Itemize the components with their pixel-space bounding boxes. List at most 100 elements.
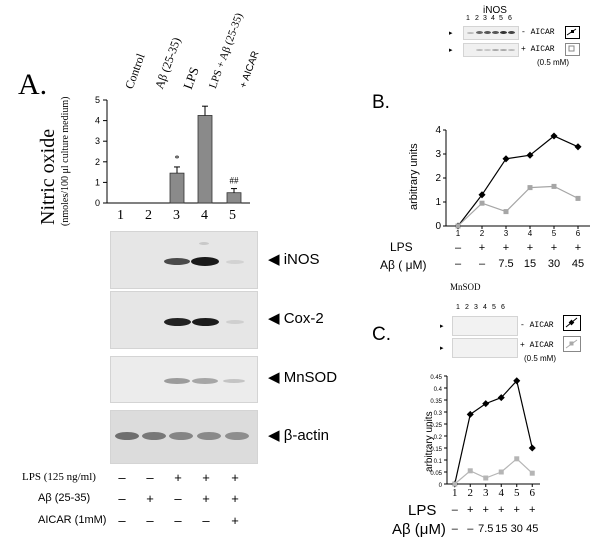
bar — [169, 172, 185, 204]
blot-label-text: MnSOD — [283, 369, 338, 386]
chart-b-point — [575, 195, 581, 201]
chart-c-lps-label: LPS — [408, 502, 437, 519]
chart-a-ylabel-sub: (nmoles/100 μl culture medium) — [60, 96, 71, 226]
band — [223, 379, 245, 383]
bar — [197, 115, 213, 204]
chart-c-point — [528, 444, 536, 452]
chart-b-abeta-value: – — [478, 258, 486, 270]
treatment-sign: + — [231, 491, 239, 506]
chart-c-y-tick-label: 0.2 — [434, 435, 443, 441]
band — [142, 432, 166, 440]
chart-b-lps-sign: – — [454, 242, 462, 254]
blot-c-minus-aicar — [452, 316, 518, 336]
band — [500, 49, 507, 51]
blot-c-plus-aicar — [452, 338, 518, 358]
blot-c-row1-label: - AICAR — [520, 321, 554, 330]
chart-c-lane-number: 6 — [529, 487, 536, 499]
treatment-sign: – — [118, 491, 126, 506]
col-header-lps: LPS — [180, 64, 202, 92]
band — [164, 258, 190, 265]
chart-b-lane-number: 3 — [503, 229, 509, 238]
blot-mnsod — [110, 356, 258, 403]
col-header-control: Control — [122, 51, 148, 91]
chart-b-y-tick-label: 1 — [435, 197, 441, 208]
treatment-sign: + — [202, 491, 210, 506]
treatment-label-aicar: AICAR (1mM) — [38, 514, 107, 526]
chart-c-point — [497, 394, 505, 402]
y-tick-label: 1 — [95, 177, 100, 187]
lane-number: 5 — [229, 208, 236, 223]
band — [164, 318, 191, 326]
blot-label-inos: ◀ iNOS — [268, 251, 320, 268]
chart-c-abeta-value: 15 — [495, 523, 508, 535]
chart-c-series-line — [454, 379, 533, 485]
chart-c-series-line — [454, 457, 533, 485]
chart-c-y-tick-label: 0.35 — [430, 399, 442, 405]
chart-c-abeta-label: Aβ (μM) — [392, 521, 446, 538]
panel-c-title: MnSOD — [450, 282, 481, 292]
blot-b-row1-label: - AICAR — [521, 28, 555, 37]
chart-b-lane-number: 1 — [455, 229, 461, 238]
chart-b-series-line — [457, 135, 579, 227]
chart-b-lane-number: 4 — [527, 229, 533, 238]
blot-label-text: Cox-2 — [283, 310, 324, 327]
treatment-sign: – — [174, 513, 182, 528]
chart-b-abeta-value: – — [454, 258, 462, 270]
blot-lane-number: 2 — [475, 15, 479, 22]
chart-b-point — [478, 191, 486, 199]
band — [225, 432, 249, 440]
chart-c-lps-sign: – — [451, 504, 458, 516]
chart-c-point — [482, 400, 490, 408]
blot-lane-number: 6 — [501, 304, 505, 311]
column-headers: Control Aβ (25-35) LPS LPS + Aβ (25-35) … — [0, 0, 300, 95]
col-header-abeta: Aβ (25-35) — [152, 35, 184, 91]
panel-c-label: C. — [372, 324, 391, 345]
chart-b-lps-sign: + — [478, 242, 486, 254]
chart-c-lps-sign: + — [513, 504, 520, 516]
blot-lane-number: 5 — [492, 304, 496, 311]
chart-c-y-tick-label: 0.45 — [430, 375, 442, 381]
chart-c-abeta-value: 30 — [510, 523, 523, 535]
treatment-label-lps: LPS (125 ng/ml) — [22, 471, 96, 483]
blot-lane-number: 1 — [466, 15, 470, 22]
blot-b-row2-label: + AICAR — [521, 45, 555, 54]
chart-c-lane-number: 2 — [467, 487, 474, 499]
chart-b-point — [502, 155, 510, 163]
band — [476, 49, 483, 51]
chart-a-ylabel-main: Nitric oxide — [37, 128, 59, 225]
arrow-marker: ▸ — [449, 30, 453, 37]
y-tick-label: 5 — [95, 95, 100, 105]
legend-icon-minus-aicar — [563, 315, 581, 331]
band — [484, 31, 491, 34]
chart-c-lps-sign: + — [529, 504, 536, 516]
treatment-sign: + — [146, 491, 154, 506]
blot-b-minus-aicar — [463, 26, 519, 40]
panel-a-label: A. — [18, 68, 48, 101]
blot-lane-number: 5 — [499, 15, 503, 22]
lane-number: 2 — [145, 208, 152, 223]
chart-b-lps-sign: + — [550, 242, 558, 254]
band — [500, 31, 507, 34]
chart-c-lps-sign: + — [467, 504, 474, 516]
band — [492, 49, 499, 51]
chart-b-point — [479, 200, 485, 206]
chart-b-point — [527, 185, 533, 191]
chart-c-point — [513, 377, 521, 385]
blot-cox2 — [110, 291, 258, 349]
band — [508, 49, 515, 51]
treatment-sign: + — [202, 470, 210, 485]
significance-mark: ## — [230, 176, 240, 186]
chart-c-lps-sign: + — [498, 504, 505, 516]
chart-b-point — [503, 209, 509, 215]
blot-c-row2-label: + AICAR — [520, 341, 554, 350]
lane-number: 3 — [173, 208, 180, 223]
band — [199, 242, 209, 245]
significance-mark: * — [175, 154, 180, 165]
chart-b-lps-sign: + — [502, 242, 510, 254]
chart-b-point — [455, 223, 461, 229]
band — [115, 432, 139, 440]
band — [492, 31, 499, 34]
arrow-marker: ▸ — [440, 323, 444, 330]
chart-c-point — [529, 470, 535, 476]
treatment-sign: – — [118, 513, 126, 528]
